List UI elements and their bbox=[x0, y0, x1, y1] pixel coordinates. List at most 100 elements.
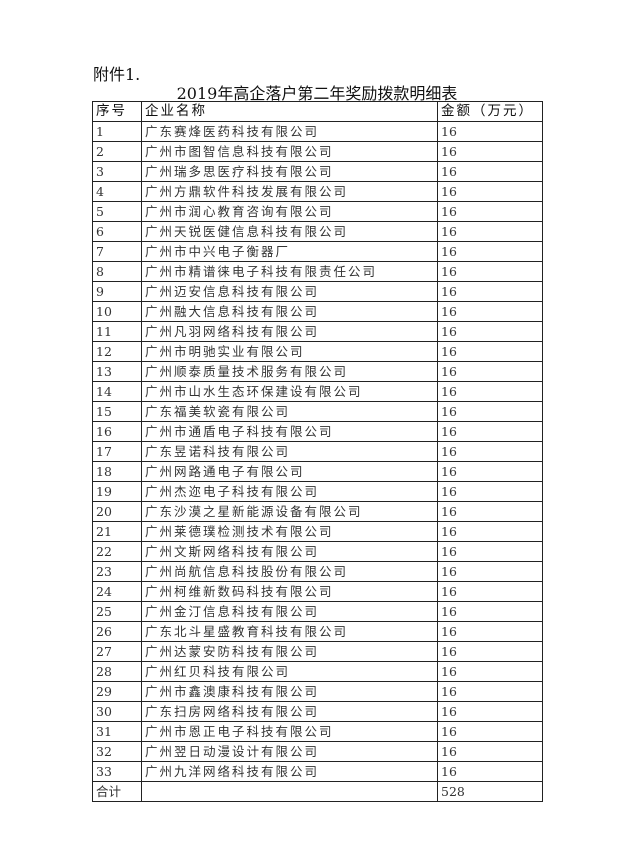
table-row: 26 广东北斗星盛教育科技有限公司 16 bbox=[92, 621, 543, 642]
row-amount: 16 bbox=[437, 501, 543, 522]
row-company-name: 广州红贝科技有限公司 bbox=[141, 661, 438, 682]
table-row: 15 广东福美软瓷有限公司 16 bbox=[92, 401, 543, 422]
row-company-name: 广东福美软瓷有限公司 bbox=[141, 401, 438, 422]
row-no: 6 bbox=[92, 221, 142, 242]
row-no: 8 bbox=[92, 261, 142, 282]
table-row: 4 广州方鼎软件科技发展有限公司 16 bbox=[92, 181, 543, 202]
row-amount: 16 bbox=[437, 621, 543, 642]
row-no: 20 bbox=[92, 501, 142, 522]
row-company-name: 广州市精谱徕电子科技有限责任公司 bbox=[141, 261, 438, 282]
header-name: 企业名称 bbox=[141, 101, 438, 122]
table-row: 16 广州市通盾电子科技有限公司 16 bbox=[92, 421, 543, 442]
row-company-name: 广州市润心教育咨询有限公司 bbox=[141, 201, 438, 222]
row-amount: 16 bbox=[437, 561, 543, 582]
row-company-name: 广州市鑫澳康科技有限公司 bbox=[141, 681, 438, 702]
row-no: 27 bbox=[92, 641, 142, 662]
row-no: 23 bbox=[92, 561, 142, 582]
table-header-row: 序号 企业名称 金额（万元） bbox=[92, 101, 543, 122]
row-company-name: 广州顺泰质量技术服务有限公司 bbox=[141, 361, 438, 382]
row-company-name: 广州文斯网络科技有限公司 bbox=[141, 541, 438, 562]
row-amount: 16 bbox=[437, 141, 543, 162]
row-company-name: 广东赛烽医药科技有限公司 bbox=[141, 121, 438, 142]
row-amount: 16 bbox=[437, 241, 543, 262]
row-company-name: 广州网路通电子有限公司 bbox=[141, 461, 438, 482]
row-no: 29 bbox=[92, 681, 142, 702]
row-no: 28 bbox=[92, 661, 142, 682]
row-amount: 16 bbox=[437, 261, 543, 282]
row-amount: 16 bbox=[437, 181, 543, 202]
row-amount: 16 bbox=[437, 381, 543, 402]
table-row: 5 广州市润心教育咨询有限公司 16 bbox=[92, 201, 543, 222]
table-row: 6 广州天锐医健信息科技有限公司 16 bbox=[92, 221, 543, 242]
total-amount: 528 bbox=[437, 781, 543, 802]
table-row: 27 广州达蒙安防科技有限公司 16 bbox=[92, 641, 543, 662]
row-no: 12 bbox=[92, 341, 142, 362]
row-amount: 16 bbox=[437, 301, 543, 322]
table-row: 7 广州市中兴电子衡器厂 16 bbox=[92, 241, 543, 262]
row-company-name: 广东昱诺科技有限公司 bbox=[141, 441, 438, 462]
row-company-name: 广州天锐医健信息科技有限公司 bbox=[141, 221, 438, 242]
row-company-name: 广州市明驰实业有限公司 bbox=[141, 341, 438, 362]
row-no: 5 bbox=[92, 201, 142, 222]
row-no: 11 bbox=[92, 321, 142, 342]
table-row: 12 广州市明驰实业有限公司 16 bbox=[92, 341, 543, 362]
row-amount: 16 bbox=[437, 681, 543, 702]
row-company-name: 广州柯维新数码科技有限公司 bbox=[141, 581, 438, 602]
row-no: 3 bbox=[92, 161, 142, 182]
table-row: 18 广州网路通电子有限公司 16 bbox=[92, 461, 543, 482]
funding-table: 序号 企业名称 金额（万元） 1 广东赛烽医药科技有限公司 16 2 广州市图智信息科技… bbox=[92, 101, 543, 802]
row-amount: 16 bbox=[437, 721, 543, 742]
row-company-name: 广州杰迩电子科技有限公司 bbox=[141, 481, 438, 502]
table-row: 9 广州迈安信息科技有限公司 16 bbox=[92, 281, 543, 302]
table-row: 24 广州柯维新数码科技有限公司 16 bbox=[92, 581, 543, 602]
row-no: 21 bbox=[92, 521, 142, 542]
row-no: 18 bbox=[92, 461, 142, 482]
table-row: 17 广东昱诺科技有限公司 16 bbox=[92, 441, 543, 462]
row-company-name: 广州市山水生态环保建设有限公司 bbox=[141, 381, 438, 402]
row-company-name: 广东北斗星盛教育科技有限公司 bbox=[141, 621, 438, 642]
row-amount: 16 bbox=[437, 361, 543, 382]
row-no: 24 bbox=[92, 581, 142, 602]
header-no: 序号 bbox=[92, 101, 142, 122]
row-company-name: 广州金汀信息科技有限公司 bbox=[141, 601, 438, 622]
table-row: 22 广州文斯网络科技有限公司 16 bbox=[92, 541, 543, 562]
row-no: 22 bbox=[92, 541, 142, 562]
table-row: 10 广州融大信息科技有限公司 16 bbox=[92, 301, 543, 322]
table-row: 2 广州市图智信息科技有限公司 16 bbox=[92, 141, 543, 162]
table-row: 11 广州凡羽网络科技有限公司 16 bbox=[92, 321, 543, 342]
row-company-name: 广州翌日动漫设计有限公司 bbox=[141, 741, 438, 762]
row-no: 33 bbox=[92, 761, 142, 782]
row-no: 7 bbox=[92, 241, 142, 262]
row-company-name: 广州方鼎软件科技发展有限公司 bbox=[141, 181, 438, 202]
row-company-name: 广州莱德璞检测技术有限公司 bbox=[141, 521, 438, 542]
row-company-name: 广东扫房网络科技有限公司 bbox=[141, 701, 438, 722]
row-amount: 16 bbox=[437, 761, 543, 782]
row-amount: 16 bbox=[437, 701, 543, 722]
table-row: 25 广州金汀信息科技有限公司 16 bbox=[92, 601, 543, 622]
row-no: 30 bbox=[92, 701, 142, 722]
table-row: 8 广州市精谱徕电子科技有限责任公司 16 bbox=[92, 261, 543, 282]
row-amount: 16 bbox=[437, 441, 543, 462]
row-company-name: 广州凡羽网络科技有限公司 bbox=[141, 321, 438, 342]
row-company-name: 广州尚航信息科技股份有限公司 bbox=[141, 561, 438, 582]
table-row: 3 广州瑞多思医疗科技有限公司 16 bbox=[92, 161, 543, 182]
table-row: 13 广州顺泰质量技术服务有限公司 16 bbox=[92, 361, 543, 382]
document-title: 2019年高企落户第二年奖励拨款明细表 bbox=[176, 84, 458, 103]
row-company-name: 广州迈安信息科技有限公司 bbox=[141, 281, 438, 302]
row-amount: 16 bbox=[437, 201, 543, 222]
row-no: 26 bbox=[92, 621, 142, 642]
row-company-name: 广州市图智信息科技有限公司 bbox=[141, 141, 438, 162]
table-row: 31 广州市恩正电子科技有限公司 16 bbox=[92, 721, 543, 742]
header-amount: 金额（万元） bbox=[437, 101, 543, 122]
row-no: 13 bbox=[92, 361, 142, 382]
row-amount: 16 bbox=[437, 461, 543, 482]
row-no: 14 bbox=[92, 381, 142, 402]
row-company-name: 广州市通盾电子科技有限公司 bbox=[141, 421, 438, 442]
table-row: 32 广州翌日动漫设计有限公司 16 bbox=[92, 741, 543, 762]
row-no: 10 bbox=[92, 301, 142, 322]
row-amount: 16 bbox=[437, 341, 543, 362]
row-amount: 16 bbox=[437, 741, 543, 762]
row-no: 19 bbox=[92, 481, 142, 502]
table-row: 19 广州杰迩电子科技有限公司 16 bbox=[92, 481, 543, 502]
row-amount: 16 bbox=[437, 661, 543, 682]
